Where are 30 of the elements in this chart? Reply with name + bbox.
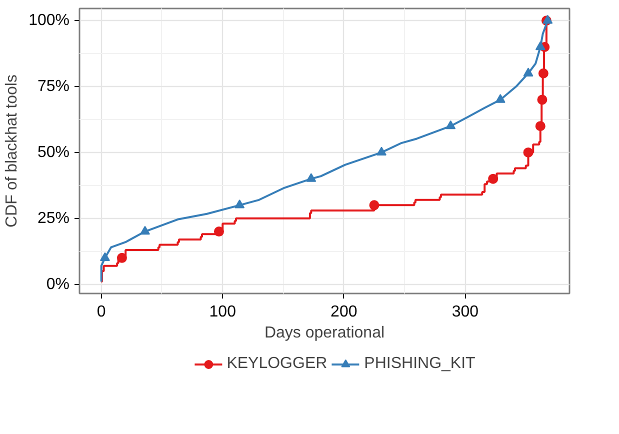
x-tick-label: 300 bbox=[452, 304, 479, 320]
point bbox=[523, 68, 534, 76]
x-tick-label: 0 bbox=[96, 304, 106, 320]
legend-label: PHISHING_KIT bbox=[364, 355, 476, 373]
x-tick-label: 100 bbox=[209, 304, 236, 320]
point bbox=[523, 147, 534, 158]
y-tick-label: 50% bbox=[37, 144, 70, 161]
point bbox=[214, 226, 224, 237]
point bbox=[234, 199, 245, 208]
y-tick-label: 75% bbox=[37, 78, 70, 96]
point bbox=[369, 200, 380, 210]
x-axis-title: Days operational bbox=[264, 324, 385, 342]
point bbox=[116, 252, 127, 263]
point bbox=[140, 226, 150, 235]
x-tick-label: 200 bbox=[330, 304, 358, 320]
point bbox=[488, 174, 498, 184]
y-tick-label: 100% bbox=[28, 12, 70, 30]
point bbox=[535, 41, 546, 50]
point bbox=[537, 94, 548, 105]
point bbox=[376, 146, 387, 156]
legend-label: KEYLOGGER bbox=[226, 355, 328, 373]
y-tick-label: 25% bbox=[37, 210, 70, 227]
point bbox=[100, 252, 110, 262]
y-tick-label: 0% bbox=[46, 276, 70, 293]
point bbox=[306, 173, 316, 182]
point bbox=[535, 121, 546, 132]
point bbox=[538, 68, 548, 78]
point bbox=[495, 94, 506, 103]
y-axis-title: CDF of blackhat tools bbox=[4, 74, 21, 228]
point bbox=[446, 120, 456, 130]
